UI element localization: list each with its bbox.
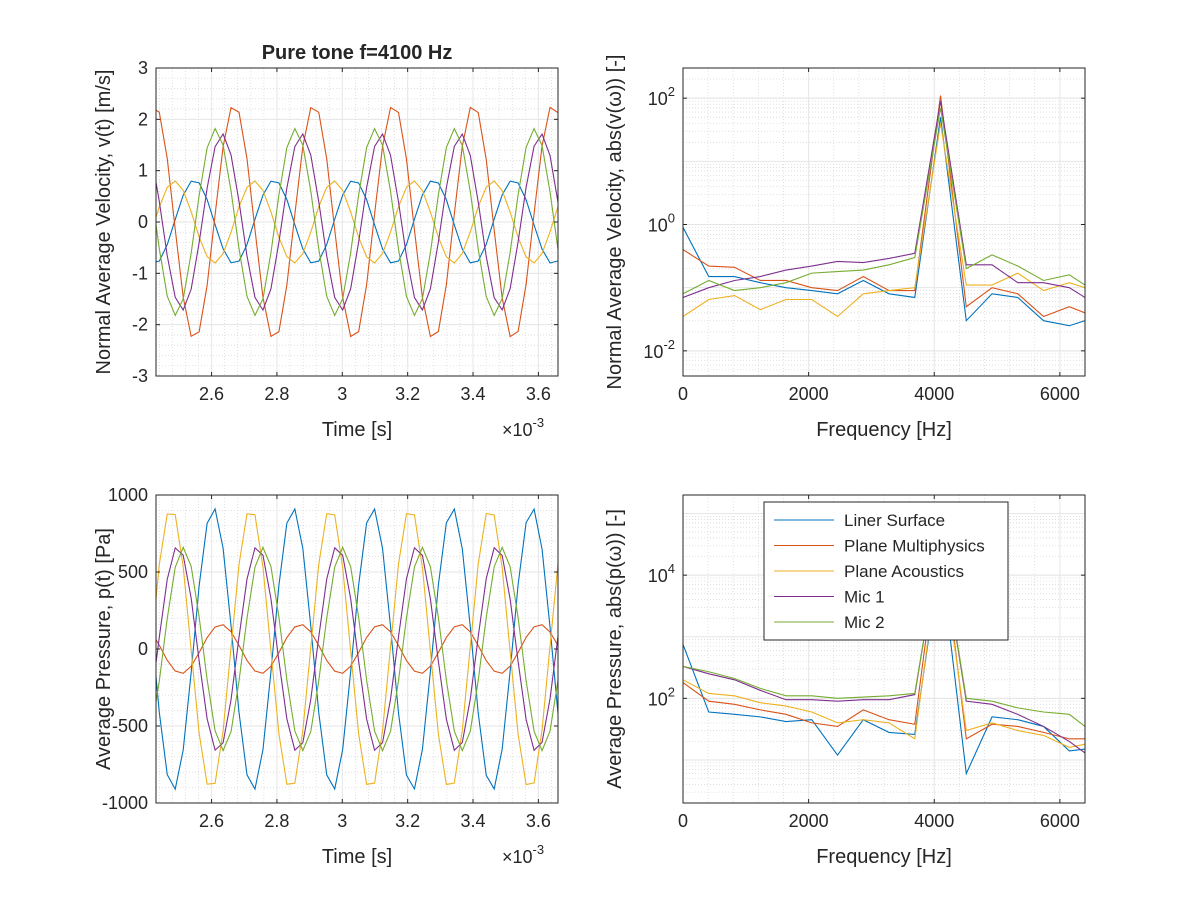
y-tick-label: 1000 [108,485,148,505]
x-axis-label: Time [s] [322,846,392,868]
x-tick-label: 2.6 [199,384,224,404]
y-tick-label: 0 [138,639,148,659]
x-tick-label: 3.6 [526,811,551,831]
series-line-3 [156,512,558,786]
x-tick-label: 4000 [914,811,954,831]
x-tick-label: 2000 [789,384,829,404]
series-group [683,95,1085,327]
series-line-4 [156,132,558,312]
series-group [683,527,1085,776]
x-tick-label: 6000 [1040,384,1080,404]
series-line-1 [156,180,558,264]
y-tick-label: 3 [138,58,148,78]
legend-entry-mic-2: Mic 2 [844,613,885,632]
series-line-3 [156,180,558,264]
chart-pressure-spectrum: 0 2000 4000 6000 102 104 Frequency [Hz] Average… [604,494,1086,868]
major-grid [682,68,1085,376]
y-axis-label: Average Pressure, abs(p(ω)) [-] [604,509,626,789]
legend-entry-plane-acoustics: Plane Acoustics [844,562,964,581]
series-line-1 [156,507,558,791]
y-tick-label: 10-2 [643,337,675,362]
legend-entry-plane-multiphysics: Plane Multiphysics [844,537,985,556]
axes-box [682,67,1086,377]
x-tick-label: 6000 [1040,811,1080,831]
legend-entry-liner-surface: Liner Surface [844,511,945,530]
x-axis-label: Frequency [Hz] [816,846,952,868]
series-line-2 [156,624,558,674]
x-tick-label: 2.6 [199,811,224,831]
series-line-mic-2 [683,107,1085,295]
y-tick-label: -2 [132,315,148,335]
x-tick-label: 0 [678,811,688,831]
series-line-5 [156,127,558,317]
series-line-liner-surface [683,117,1085,327]
y-tick-label: -3 [132,366,148,386]
y-tick-label: 104 [648,561,675,586]
ticks: 2.6 2.8 3 3.2 3.4 3.6 -3 -2 -1 0 1 2 3 [132,58,558,404]
series-line-mic-1 [683,100,1085,298]
x-tick-label: 3.2 [395,811,420,831]
x-exponent-label: ×10-3 [502,415,544,440]
series-line-5 [156,545,558,753]
series-line-liner-surface [683,556,1085,776]
x-tick-label: 3.4 [461,811,486,831]
y-tick-label: 100 [648,211,675,236]
chart-velocity-spectrum: 0 2000 4000 6000 10-2 100 102 Frequency [Hz] Nor… [604,55,1086,441]
axes-box [682,494,1086,804]
series-line-mic-2 [683,537,1085,727]
y-axis-label: Average Pressure, p(t) [Pa] [93,528,115,770]
y-tick-label: -1 [132,263,148,283]
x-tick-label: 2.8 [264,384,289,404]
x-exponent-label: ×10-3 [502,842,544,867]
series-line-mic-1 [683,537,1085,754]
series-line-plane-acoustics [683,545,1085,748]
series-line-plane-multiphysics [683,527,1085,740]
chart-velocity-time: 2.6 2.8 3 3.2 3.4 3.6 -3 -2 -1 0 1 2 3 ×10-3 Time [s] N… [93,42,559,441]
chart-pressure-time: 2.6 2.8 3 3.2 3.4 3.6 -1000 -500 0 500 1000 ×10-3 Ti… [93,485,559,868]
x-tick-label: 2.8 [264,811,289,831]
legend-entry-mic-1: Mic 1 [844,588,885,607]
y-tick-label: -500 [112,716,148,736]
series-line-plane-acoustics [683,123,1085,318]
y-tick-label: 0 [138,212,148,232]
y-axis-label: Normal Average Velocity, abs(v(ω)) [-] [604,55,626,390]
chart-title: Pure tone f=4100 Hz [262,42,453,64]
y-tick-label: 1 [138,161,148,181]
y-tick-label: -1000 [102,793,148,813]
y-tick-label: 102 [648,684,675,709]
ticks: 2.6 2.8 3 3.2 3.4 3.6 -1000 -500 0 500 1000 [102,485,558,831]
x-axis-label: Frequency [Hz] [816,419,952,441]
x-tick-label: 3.4 [461,384,486,404]
y-tick-label: 2 [138,109,148,129]
series-group [156,507,558,791]
x-axis-label: Time [s] [322,419,392,441]
ticks: 0 2000 4000 6000 10-2 100 102 [643,68,1085,404]
x-tick-label: 2000 [789,811,829,831]
y-tick-label: 500 [118,562,148,582]
x-tick-label: 3.2 [395,384,420,404]
x-tick-label: 4000 [914,384,954,404]
x-tick-label: 3 [337,811,347,831]
ticks: 0 2000 4000 6000 102 104 [648,495,1085,831]
series-line-2 [156,106,558,338]
legend: Liner Surface Plane Multiphysics Plane Aco… [763,501,1009,641]
series-group [156,106,558,338]
y-tick-label: 102 [648,84,675,109]
x-tick-label: 3 [337,384,347,404]
y-axis-label: Normal Average Velocity, v(t) [m/s] [93,70,115,375]
x-tick-label: 3.6 [526,384,551,404]
x-tick-label: 0 [678,384,688,404]
